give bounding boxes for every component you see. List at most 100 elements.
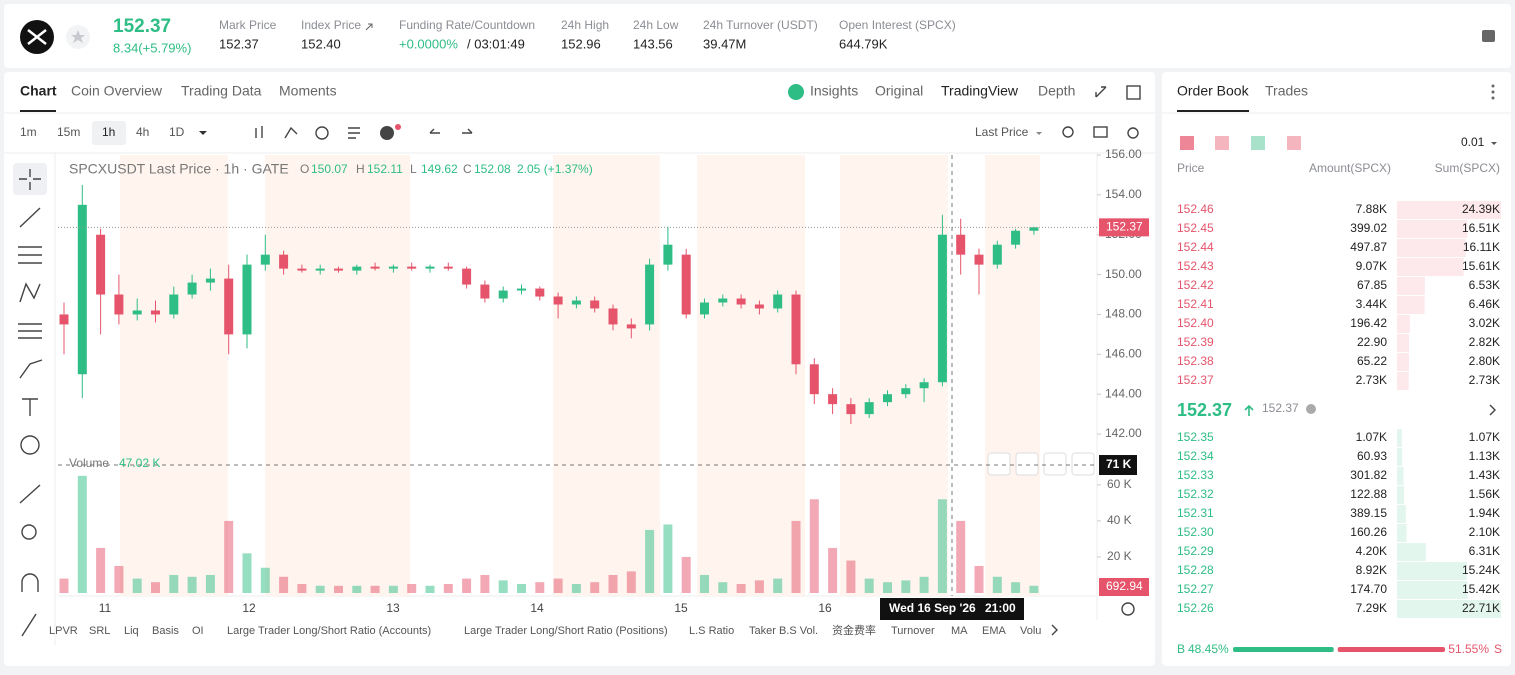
book-tab[interactable]: Trades	[1265, 83, 1308, 99]
indicator[interactable]: Liq	[124, 625, 139, 637]
time-settings-icon[interactable]	[1121, 602, 1135, 616]
book-price[interactable]: 152.33	[1177, 468, 1214, 482]
chart-tab[interactable]: Chart	[20, 83, 57, 99]
volume-bar	[590, 582, 600, 593]
book-price[interactable]: 152.46	[1177, 202, 1214, 216]
indicator[interactable]: EMA	[982, 625, 1007, 637]
chart-tab[interactable]: Coin Overview	[71, 83, 163, 99]
book-price[interactable]: 152.40	[1177, 316, 1214, 330]
maximize-button[interactable]	[1071, 452, 1095, 476]
book-amount: 3.44K	[1356, 297, 1387, 311]
indicator[interactable]: Basis	[152, 625, 179, 637]
delete-button[interactable]	[1015, 452, 1039, 476]
book-price[interactable]: 152.30	[1177, 525, 1214, 539]
redo-icon[interactable]	[462, 128, 473, 134]
depth-bar	[1397, 524, 1407, 542]
book-bid-view[interactable]	[1251, 136, 1265, 150]
brush-tool[interactable]	[19, 359, 43, 379]
chart-tab[interactable]: Moments	[279, 83, 337, 99]
indicator-icon[interactable]	[284, 126, 298, 139]
text-tool[interactable]	[22, 398, 38, 416]
book-price[interactable]: 152.43	[1177, 259, 1214, 273]
view-tab[interactable]: Depth	[1038, 83, 1075, 99]
candle-body	[114, 294, 124, 315]
indicator[interactable]: SRL	[89, 625, 110, 637]
book-price[interactable]: 152.34	[1177, 449, 1214, 463]
book-price[interactable]: 152.37	[1177, 373, 1214, 387]
book-alt-view[interactable]	[1287, 136, 1301, 150]
ruler-tool[interactable]	[19, 484, 41, 504]
candle-body	[736, 298, 746, 305]
projection-tool[interactable]	[18, 323, 42, 339]
book-price[interactable]: 152.35	[1177, 430, 1214, 444]
template-icon[interactable]	[348, 127, 360, 139]
indicator[interactable]: Taker B.S Vol.	[749, 625, 818, 637]
book-price[interactable]: 152.44	[1177, 240, 1214, 254]
indicator[interactable]: OI	[192, 625, 204, 637]
crosshair-tool[interactable]	[13, 163, 47, 195]
emoji-tool[interactable]	[20, 435, 40, 455]
search-icon[interactable]	[1062, 126, 1074, 138]
book-tab[interactable]: Order Book	[1177, 83, 1250, 99]
chart-tab[interactable]: Trading Data	[181, 83, 262, 99]
book-price[interactable]: 152.31	[1177, 506, 1214, 520]
indicator[interactable]: Turnover	[891, 625, 935, 637]
book-price[interactable]: 152.45	[1177, 221, 1214, 235]
book-both-view[interactable]	[1180, 136, 1194, 150]
view-tab[interactable]: Original	[875, 83, 923, 99]
book-price[interactable]: 152.29	[1177, 544, 1214, 558]
coin-logo-mark	[27, 29, 47, 45]
candle-type-icon[interactable]	[255, 126, 263, 138]
indicator[interactable]: Large Trader Long/Short Ratio (Positions…	[464, 625, 668, 637]
interval[interactable]: 4h	[136, 125, 149, 139]
pattern-tool[interactable]	[19, 282, 41, 303]
indicator[interactable]: MA	[951, 625, 968, 637]
fullscreen-icon[interactable]	[1095, 86, 1107, 98]
precision[interactable]: 0.01	[1461, 135, 1485, 149]
view-tab[interactable]: TradingView	[941, 83, 1019, 99]
undo-icon[interactable]	[429, 128, 440, 134]
header-menu-icon[interactable]	[1482, 30, 1495, 42]
move-up-button[interactable]	[987, 452, 1011, 476]
expand-icon[interactable]	[1489, 404, 1496, 416]
window-icon[interactable]	[1126, 85, 1141, 100]
book-price[interactable]: 152.42	[1177, 278, 1214, 292]
session-band	[553, 155, 660, 596]
book-price[interactable]: 152.39	[1177, 335, 1214, 349]
depth-bar	[1397, 239, 1466, 257]
book-price[interactable]: 152.28	[1177, 563, 1214, 577]
book-ask-view[interactable]	[1215, 136, 1229, 150]
draw-lock-tool[interactable]	[21, 613, 37, 637]
book-price[interactable]: 152.32	[1177, 487, 1214, 501]
add-icon[interactable]	[380, 126, 394, 140]
book-price[interactable]: 152.26	[1177, 601, 1214, 615]
snapshot-icon[interactable]	[1093, 126, 1108, 138]
indicator[interactable]: LPVR	[49, 625, 78, 637]
interval[interactable]: 1h	[102, 125, 115, 139]
collapse-button[interactable]	[1043, 452, 1067, 476]
settings-icon[interactable]	[1127, 127, 1139, 139]
volume-bar	[883, 582, 892, 593]
volume-bar	[864, 578, 874, 593]
more-dot[interactable]	[1491, 84, 1495, 88]
interval[interactable]: 1D	[169, 125, 185, 139]
volume-bar	[535, 582, 545, 593]
book-price[interactable]: 152.41	[1177, 297, 1214, 311]
fib-tool[interactable]	[18, 246, 42, 264]
book-price[interactable]: 152.38	[1177, 354, 1214, 368]
trendline-tool[interactable]	[19, 207, 41, 228]
indicator[interactable]: Large Trader Long/Short Ratio (Accounts)	[227, 625, 431, 637]
indicator[interactable]: L.S Ratio	[689, 625, 734, 637]
indicator-scroll[interactable]	[1051, 624, 1058, 636]
replay-icon[interactable]	[315, 126, 329, 140]
indicator[interactable]: Volu	[1020, 625, 1041, 637]
zoom-tool[interactable]	[21, 524, 37, 540]
price-type[interactable]: Last Price	[975, 125, 1029, 139]
interval[interactable]: 15m	[57, 125, 80, 139]
indicator[interactable]: 资金费率	[832, 623, 876, 637]
volume-bar	[242, 553, 252, 593]
book-price[interactable]: 152.27	[1177, 582, 1214, 596]
magnet-tool[interactable]	[21, 573, 39, 592]
interval[interactable]: 1m	[20, 125, 37, 139]
view-tab[interactable]: Insights	[810, 83, 858, 99]
